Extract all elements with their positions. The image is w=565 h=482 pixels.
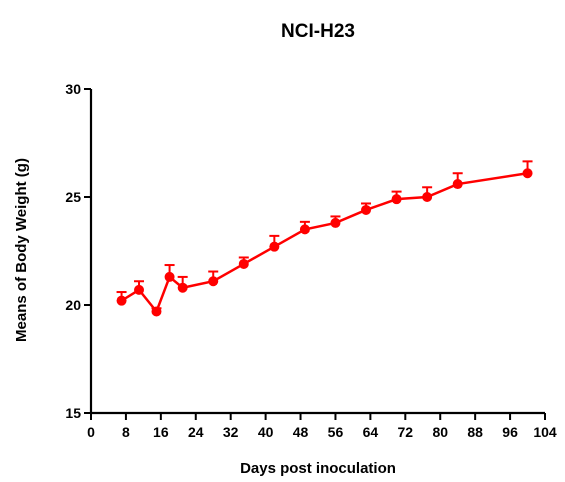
data-point xyxy=(422,192,433,202)
x-tick-label: 40 xyxy=(258,424,274,440)
data-point xyxy=(238,258,249,269)
y-tick-label: 15 xyxy=(65,405,81,421)
data-point xyxy=(330,217,341,228)
data-point xyxy=(361,204,372,215)
y-tick-label: 20 xyxy=(65,297,81,313)
data-point xyxy=(151,306,162,317)
x-tick-label: 32 xyxy=(223,424,239,440)
data-point xyxy=(134,284,145,295)
data-point xyxy=(269,241,280,252)
data-point xyxy=(391,194,402,205)
plot-area xyxy=(116,160,533,317)
chart-title: NCI-H23 xyxy=(281,21,355,42)
y-tick-label: 25 xyxy=(65,189,81,205)
x-tick-label: 0 xyxy=(87,424,95,440)
x-tick-label: 56 xyxy=(328,424,344,440)
x-tick-label: 8 xyxy=(122,424,130,440)
y-axis-label: Means of Body Weight (g) xyxy=(13,158,30,342)
x-axis-label: Days post inoculation xyxy=(240,460,396,477)
data-point xyxy=(177,282,188,293)
x-tick-label: 104 xyxy=(533,424,557,440)
y-tick-label: 30 xyxy=(65,81,81,97)
x-tick-label: 72 xyxy=(398,424,414,440)
data-point xyxy=(208,276,219,287)
axes: 15 20 25 30 0 8 16 24 32 40 48 56 64 72 80 88 96 104 xyxy=(65,81,556,440)
data-point xyxy=(522,168,533,179)
x-tick-label: 24 xyxy=(188,424,204,440)
x-tick-label: 16 xyxy=(153,424,169,440)
data-point xyxy=(116,295,127,306)
x-tick-label: 48 xyxy=(293,424,309,440)
x-tick-label: 80 xyxy=(432,424,448,440)
x-tick-label: 64 xyxy=(363,424,379,440)
x-tick-label: 88 xyxy=(467,424,483,440)
x-tick-label: 96 xyxy=(502,424,518,440)
data-point xyxy=(452,179,463,190)
data-point xyxy=(164,271,175,282)
data-point xyxy=(299,224,310,235)
